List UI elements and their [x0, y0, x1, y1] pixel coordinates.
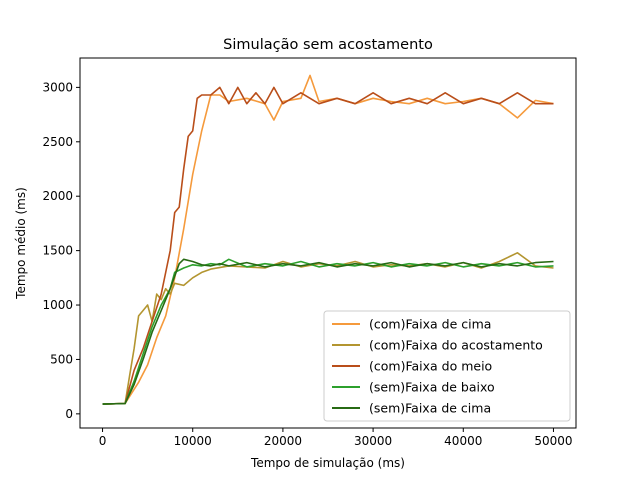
x-axis: 0 10000 20000 30000 40000 50000: [99, 428, 573, 448]
x-tick-label: 10000: [174, 434, 212, 448]
x-axis-label: Tempo de simulação (ms): [250, 456, 405, 470]
y-tick-label: 0: [65, 407, 73, 421]
x-tick-label: 40000: [444, 434, 482, 448]
x-tick-label: 50000: [534, 434, 572, 448]
y-tick-label: 1000: [42, 298, 73, 312]
x-tick-label: 30000: [354, 434, 392, 448]
series-line-3: [102, 86, 554, 405]
series-line-2: [102, 252, 554, 405]
series-line-5: [102, 258, 554, 405]
y-tick-label: 2500: [42, 135, 73, 149]
legend-label: (com)Faixa de cima: [369, 317, 491, 332]
y-tick-label: 3000: [42, 80, 73, 94]
y-tick-label: 2000: [42, 189, 73, 203]
legend-frame: [323, 310, 571, 422]
legend-label: (sem)Faixa de cima: [369, 401, 491, 416]
chart-title: Simulação sem acostamento: [223, 37, 433, 53]
y-axis-label: Tempo médio (ms): [14, 187, 28, 300]
y-tick-label: 500: [50, 352, 73, 366]
legend-label: (com)Faixa do acostamento: [369, 338, 543, 353]
plot-lines: [102, 74, 554, 405]
legend-label: (sem)Faixa de baixo: [369, 380, 495, 395]
plot-frame: [79, 57, 577, 429]
legend: (com)Faixa de cima (com)Faixa do acostame…: [323, 310, 571, 422]
y-tick-label: 1500: [42, 244, 73, 258]
x-tick-label: 20000: [264, 434, 302, 448]
series-line-1: [102, 74, 554, 405]
legend-label: (com)Faixa do meio: [369, 359, 492, 374]
x-tick-label: 0: [99, 434, 107, 448]
y-axis: 0 500 1000 1500 2000 2500 3000: [42, 80, 80, 421]
